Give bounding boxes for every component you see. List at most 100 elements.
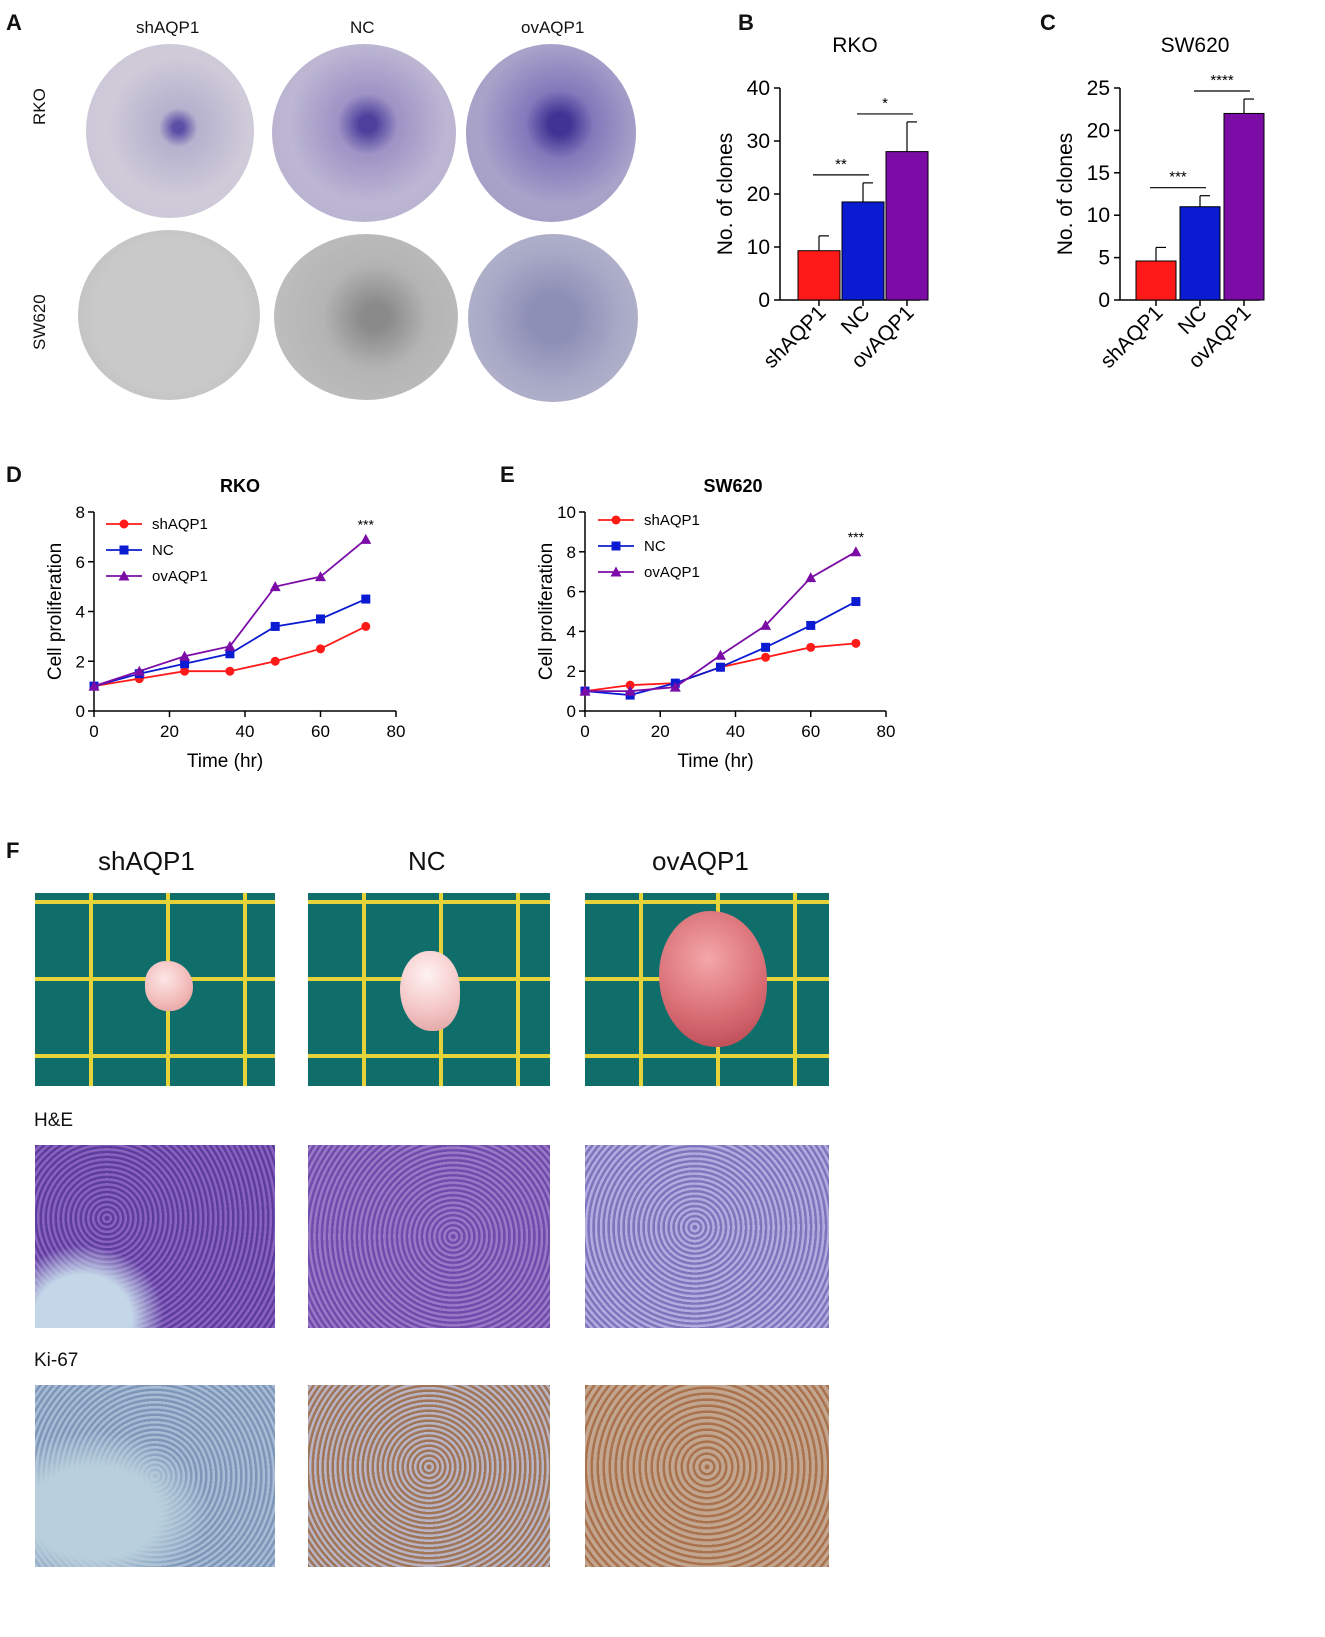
y-tick-label: 30 <box>747 130 770 153</box>
data-point-shaqp1 <box>761 652 771 662</box>
x-tick-label: 60 <box>311 722 330 741</box>
bar-nc <box>841 201 885 301</box>
ki67-image-ovaqp1 <box>585 1385 829 1567</box>
col-label-nc: NC <box>350 18 375 37</box>
legend-marker <box>611 515 621 525</box>
legend-label-ovaqp1: ovAQP1 <box>152 568 208 585</box>
series-line-ovaqp1 <box>93 538 367 687</box>
data-point-shaqp1 <box>270 656 280 666</box>
y-tick-label: 0 <box>567 702 576 721</box>
tumor-photo-ovaqp1 <box>585 893 829 1086</box>
x-tick-label: 20 <box>160 722 179 741</box>
data-point-ovaqp1 <box>224 640 236 651</box>
legend-label-nc: NC <box>644 538 666 555</box>
data-point-shaqp1 <box>316 644 325 654</box>
y-tick-label: 0 <box>758 289 770 312</box>
legend-marker <box>119 545 129 555</box>
bar-shaqp1 <box>1135 260 1177 301</box>
data-point-nc <box>851 597 861 607</box>
panel-letter-a: A <box>6 10 22 35</box>
bar-shaqp1 <box>797 250 841 301</box>
y-tick-label: 2 <box>567 662 576 681</box>
x-tick-label: 80 <box>387 722 406 741</box>
y-tick-label: 6 <box>567 583 576 602</box>
y-tick-label: 6 <box>76 553 85 572</box>
legend-marker <box>119 519 129 529</box>
data-point-nc <box>270 621 280 631</box>
he-image-ovaqp1 <box>585 1145 829 1328</box>
col-label-ovaqp1: ovAQP1 <box>521 18 585 37</box>
he-image-nc <box>308 1145 550 1328</box>
data-point-ovaqp1 <box>269 581 281 592</box>
data-point-nc <box>361 594 371 604</box>
chart-title: SW620 <box>703 476 762 496</box>
dish-sw620-ovaqp1 <box>468 234 638 402</box>
data-point-ovaqp1 <box>850 546 862 557</box>
data-point-nc <box>761 642 771 652</box>
y-axis-label: No. of clones <box>1054 133 1077 256</box>
y-tick-label: 40 <box>747 77 770 100</box>
panel-letter-e: E <box>500 462 515 487</box>
x-tick-label-shaqp1: shAQP1 <box>759 301 831 373</box>
y-tick-label: 2 <box>76 652 85 671</box>
y-tick-label: 20 <box>747 183 770 206</box>
data-point-nc <box>180 659 190 669</box>
y-tick-label: 25 <box>1087 77 1110 100</box>
x-tick-label-shaqp1: shAQP1 <box>1096 301 1168 373</box>
significance-annotation: *** <box>848 529 865 545</box>
significance-label: **** <box>1210 72 1234 89</box>
y-tick-label: 10 <box>747 236 770 259</box>
y-tick-label: 10 <box>557 503 576 522</box>
bar-ovaqp1 <box>1223 112 1265 301</box>
y-axis-label: No. of clones <box>714 133 737 256</box>
data-point-ovaqp1 <box>805 572 817 583</box>
legend-marker <box>611 541 621 551</box>
x-axis-label: Time (hr) <box>187 751 263 772</box>
x-tick-label: 0 <box>580 722 589 741</box>
data-point-ovaqp1 <box>760 619 772 630</box>
legend-marker <box>118 570 130 581</box>
y-tick-label: 0 <box>1098 289 1110 312</box>
legend-label-shaqp1: shAQP1 <box>152 516 208 533</box>
data-point-ovaqp1 <box>88 680 100 691</box>
y-tick-label: 15 <box>1087 162 1110 185</box>
series-line-nc <box>584 600 857 696</box>
legend-marker <box>610 566 622 577</box>
bar-ovaqp1 <box>885 151 929 301</box>
y-axis-label: Cell proliferation <box>536 543 557 680</box>
y-tick-label: 5 <box>1098 247 1110 270</box>
x-tick-label: 20 <box>651 722 670 741</box>
data-point-nc <box>715 662 725 672</box>
dish-sw620-nc <box>274 234 458 400</box>
panel-letter-c: C <box>1040 10 1056 35</box>
y-tick-label: 8 <box>567 543 576 562</box>
data-point-shaqp1 <box>361 621 371 631</box>
y-tick-label: 0 <box>76 702 85 721</box>
significance-label: *** <box>1169 169 1187 186</box>
panel-letter-b: B <box>738 10 754 35</box>
row-label-he: H&E <box>34 1110 74 1131</box>
data-point-shaqp1 <box>225 666 235 676</box>
row-label-rko: RKO <box>30 88 49 125</box>
tumor-photo-shaqp1 <box>35 893 275 1086</box>
data-point-nc <box>316 614 325 624</box>
panel-letter-d: D <box>6 462 22 487</box>
data-point-nc <box>806 620 816 630</box>
data-point-ovaqp1 <box>669 681 681 692</box>
data-point-ovaqp1 <box>624 685 636 696</box>
chart-title: SW620 <box>1161 34 1230 57</box>
legend-label-ovaqp1: ovAQP1 <box>644 564 700 581</box>
row-label-ki67: Ki-67 <box>34 1350 79 1371</box>
data-point-ovaqp1 <box>315 571 326 582</box>
bar-nc <box>1179 206 1221 301</box>
x-tick-label: 40 <box>726 722 745 741</box>
row-label-sw620: SW620 <box>30 294 49 350</box>
dish-rko-nc <box>272 44 456 222</box>
y-tick-label: 4 <box>76 603 85 622</box>
dish-rko-ovaqp1 <box>466 44 636 222</box>
chart-e: SW620 0 2 4 6 8 10 0 20 40 60 80 Time (hr) Cell proli… <box>536 476 895 772</box>
y-tick-label: 8 <box>76 503 85 522</box>
legend-label-shaqp1: shAQP1 <box>644 512 700 529</box>
